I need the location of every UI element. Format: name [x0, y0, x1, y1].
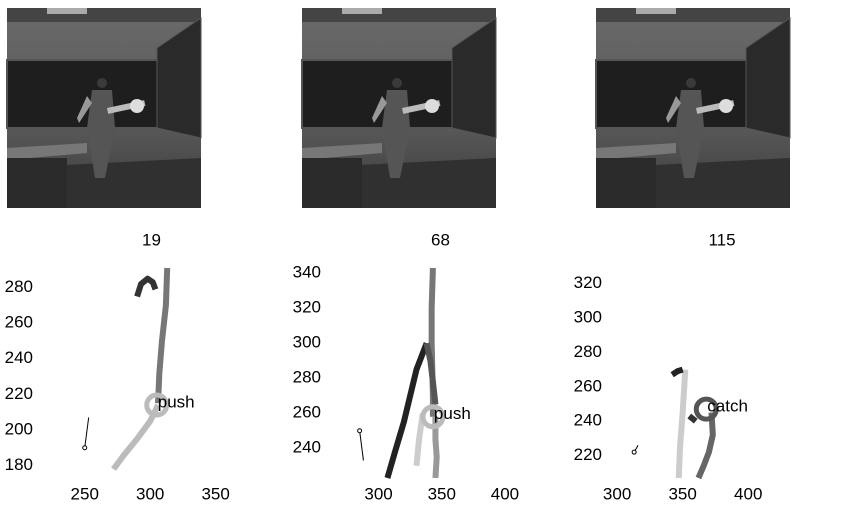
y-tick-label: 320	[574, 273, 602, 292]
x-tick-label: 300	[603, 484, 631, 503]
y-tick-label: 260	[5, 313, 33, 332]
y-tick-label: 280	[574, 342, 602, 361]
pointer-line	[85, 417, 89, 447]
chart-title: 68	[431, 230, 450, 249]
y-tick-label: 280	[5, 277, 33, 296]
y-tick-label: 340	[293, 263, 321, 282]
y-tick-label: 240	[574, 411, 602, 430]
trajectory	[689, 416, 696, 421]
figure: 19 250 300 350 180 200 220 240 260 280 push 68 300 35…	[0, 0, 854, 505]
y-tick-label: 220	[574, 445, 602, 464]
x-tick-label: 400	[734, 484, 762, 503]
photo-frame-1	[7, 8, 201, 208]
chart-title: 19	[142, 230, 161, 249]
chart-title: 115	[708, 230, 735, 249]
photo-frame-2	[302, 8, 496, 208]
pointer-tip	[358, 429, 362, 433]
y-tick-label: 320	[293, 298, 321, 317]
y-tick-label: 300	[574, 307, 602, 326]
trajectory	[672, 370, 682, 375]
trajectory	[698, 413, 712, 478]
trajectory	[137, 279, 155, 297]
pointer-tip	[83, 446, 87, 450]
y-tick-label: 240	[293, 438, 321, 457]
event-label: push	[158, 393, 195, 412]
x-tick-label: 350	[428, 484, 456, 503]
x-tick-label: 400	[491, 484, 519, 503]
trajectory	[387, 343, 426, 478]
event-label: push	[434, 404, 471, 423]
y-tick-label: 280	[293, 368, 321, 387]
x-tick-label: 300	[136, 484, 164, 503]
x-tick-label: 350	[668, 484, 696, 503]
y-tick-label: 260	[293, 403, 321, 422]
trajectory	[158, 268, 167, 403]
y-tick-label: 200	[5, 419, 33, 438]
x-tick-label: 250	[71, 484, 99, 503]
pointer-tip	[632, 450, 636, 454]
pointer-line	[360, 431, 364, 461]
y-tick-label: 220	[5, 384, 33, 403]
y-tick-label: 240	[5, 348, 33, 367]
y-tick-label: 300	[293, 333, 321, 352]
x-tick-label: 300	[364, 484, 392, 503]
event-label: catch	[707, 397, 748, 416]
y-tick-label: 260	[574, 376, 602, 395]
page: 19 250 300 350 180 200 220 240 260 280 push 68 300 35…	[0, 0, 854, 510]
y-tick-label: 180	[5, 455, 33, 474]
photo-frame-3	[596, 8, 790, 208]
x-tick-label: 350	[201, 484, 229, 503]
trajectory	[679, 370, 686, 478]
